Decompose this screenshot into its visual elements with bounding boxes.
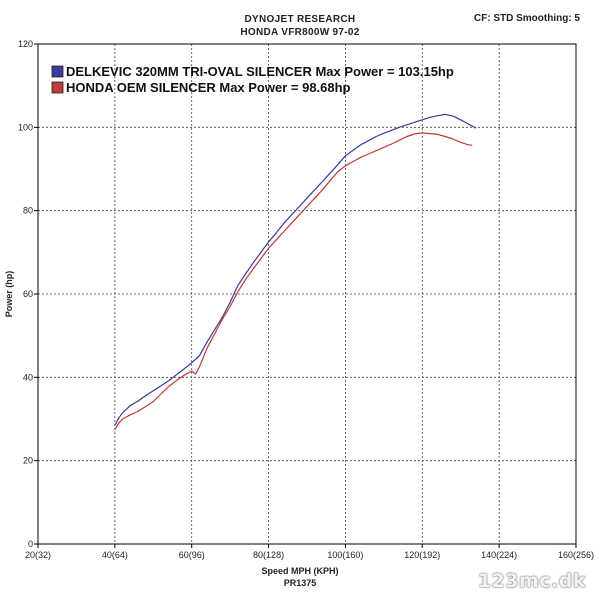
x-axis-label: Speed MPH (KPH) [261, 566, 338, 576]
y-axis-label: Power (hp) [4, 271, 14, 318]
x-tick-label: 40(64) [102, 550, 128, 560]
settings-label: CF: STD Smoothing: 5 [473, 13, 580, 24]
x-tick-label: 120(192) [404, 550, 440, 560]
legend-label-2: HONDA OEM SILENCER Max Power = 98.68hp [66, 80, 351, 95]
y-tick-label: 120 [18, 39, 33, 49]
legend: DELKEVIC 320MM TRI-OVAL SILENCER Max Pow… [51, 64, 454, 95]
legend-swatch-1 [51, 65, 64, 78]
x-tick-label: 100(160) [327, 550, 363, 560]
x-tick-label: 140(224) [481, 550, 517, 560]
x-tick-label: 60(96) [179, 550, 205, 560]
series-line-2 [114, 132, 473, 430]
y-tick-label: 80 [23, 206, 33, 216]
chart-title: DYNOJET RESEARCH [244, 14, 356, 25]
legend-label-1: DELKEVIC 320MM TRI-OVAL SILENCER Max Pow… [66, 64, 454, 79]
tick-labels: 20(32) 40(64) 60(96) 80(128) 100(160) 120(192… [18, 39, 594, 560]
watermark: 123mc.dk [477, 570, 586, 592]
grid [38, 44, 576, 544]
y-tick-label: 40 [23, 372, 33, 382]
x-tick-label: 160(256) [558, 550, 594, 560]
series-lines [114, 113, 477, 430]
y-tick-label: 0 [28, 539, 33, 549]
legend-swatch-2 [51, 81, 64, 94]
x-tick-label: 20(32) [25, 550, 51, 560]
series-line-1 [114, 113, 477, 426]
x-tick-label: 80(128) [253, 550, 284, 560]
chart-subtitle: HONDA VFR800W 97-02 [240, 27, 360, 38]
y-tick-label: 100 [18, 122, 33, 132]
y-tick-label: 60 [23, 289, 33, 299]
x-axis-sublabel: PR1375 [284, 578, 317, 588]
y-tick-label: 20 [23, 456, 33, 466]
